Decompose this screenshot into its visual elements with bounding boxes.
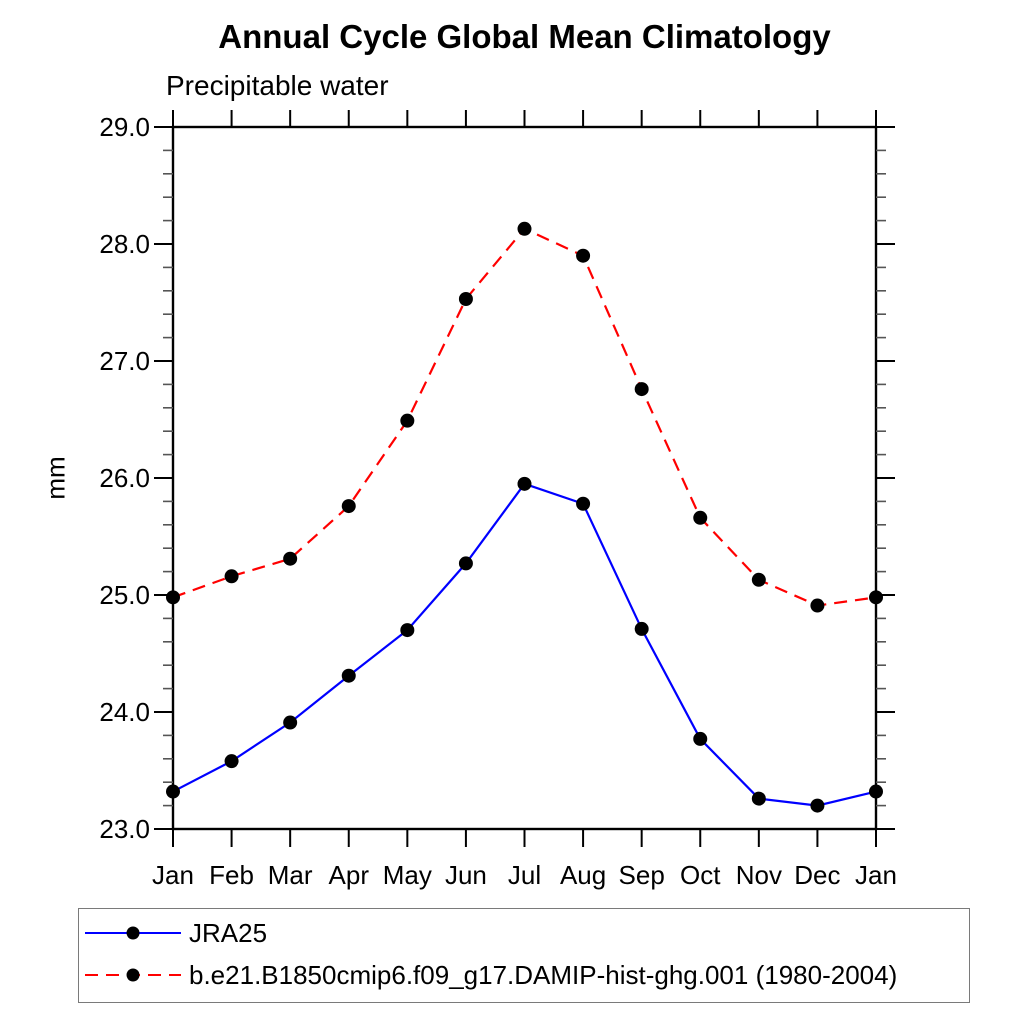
data-point-marker xyxy=(810,598,825,613)
data-point-marker xyxy=(810,798,825,813)
data-point-marker xyxy=(166,590,180,605)
data-point-marker xyxy=(341,499,356,514)
x-tick-label: Jul xyxy=(508,860,541,890)
page-title: Annual Cycle Global Mean Climatology xyxy=(218,18,831,55)
y-tick-label: 26.0 xyxy=(99,463,150,493)
y-tick-label: 28.0 xyxy=(99,229,150,259)
y-axis-label: mm xyxy=(40,456,71,500)
y-tick-label: 24.0 xyxy=(99,697,150,727)
legend-marker-icon xyxy=(126,968,140,982)
x-tick-label: Aug xyxy=(560,860,606,890)
x-tick-label: Mar xyxy=(268,860,313,890)
series-line-model xyxy=(172,227,877,607)
legend-row-model: b.e21.B1850cmip6.f09_g17.DAMIP-hist-ghg.… xyxy=(79,954,969,996)
legend-marker-icon xyxy=(126,926,140,940)
y-tick-label: 23.0 xyxy=(99,814,150,844)
y-tick-label: 27.0 xyxy=(99,346,150,376)
legend-line-sample-solid-icon xyxy=(85,926,181,940)
data-point-marker xyxy=(458,291,473,306)
legend-line-sample-dashed-icon xyxy=(85,968,181,982)
x-tick-label: Feb xyxy=(209,860,254,890)
x-tick-label: Jan xyxy=(855,860,897,890)
x-tick-label: Oct xyxy=(680,860,721,890)
data-point-marker xyxy=(517,476,532,491)
data-point-marker xyxy=(458,556,473,571)
data-point-marker xyxy=(576,248,591,263)
legend-label-jra25: JRA25 xyxy=(189,917,268,948)
legend-row-jra25: JRA25 xyxy=(79,912,969,954)
x-tick-label: Sep xyxy=(619,860,665,890)
data-point-marker xyxy=(693,731,708,746)
legend-label-model: b.e21.B1850cmip6.f09_g17.DAMIP-hist-ghg.… xyxy=(189,959,898,990)
data-point-marker xyxy=(693,510,708,525)
data-point-marker xyxy=(224,754,239,769)
legend-box: JRA25 b.e21.B1850cmip6.f09_g17.DAMIP-his… xyxy=(78,908,970,1003)
data-point-marker xyxy=(517,221,532,236)
data-point-marker xyxy=(224,569,239,584)
x-tick-label: Nov xyxy=(736,860,782,890)
x-tick-label: Apr xyxy=(329,860,370,890)
y-tick-label: 29.0 xyxy=(99,112,150,142)
data-point-marker xyxy=(576,496,591,511)
data-point-marker xyxy=(869,590,883,605)
y-tick-label: 25.0 xyxy=(99,580,150,610)
data-point-marker xyxy=(166,784,180,799)
data-point-marker xyxy=(283,551,298,566)
data-point-marker xyxy=(634,382,649,397)
data-point-marker xyxy=(341,668,356,683)
data-point-marker xyxy=(400,623,415,638)
x-tick-label: Dec xyxy=(794,860,840,890)
x-tick-label: Jan xyxy=(152,860,194,890)
x-tick-label: May xyxy=(383,860,432,890)
chart-subtitle: Precipitable water xyxy=(166,70,389,101)
data-point-marker xyxy=(751,791,766,806)
data-point-marker xyxy=(634,621,649,636)
data-point-marker xyxy=(400,413,415,428)
data-point-marker xyxy=(283,715,298,730)
series-line-jra25 xyxy=(172,482,877,807)
data-point-marker xyxy=(869,784,883,799)
x-tick-label: Jun xyxy=(445,860,487,890)
data-point-marker xyxy=(751,572,766,587)
